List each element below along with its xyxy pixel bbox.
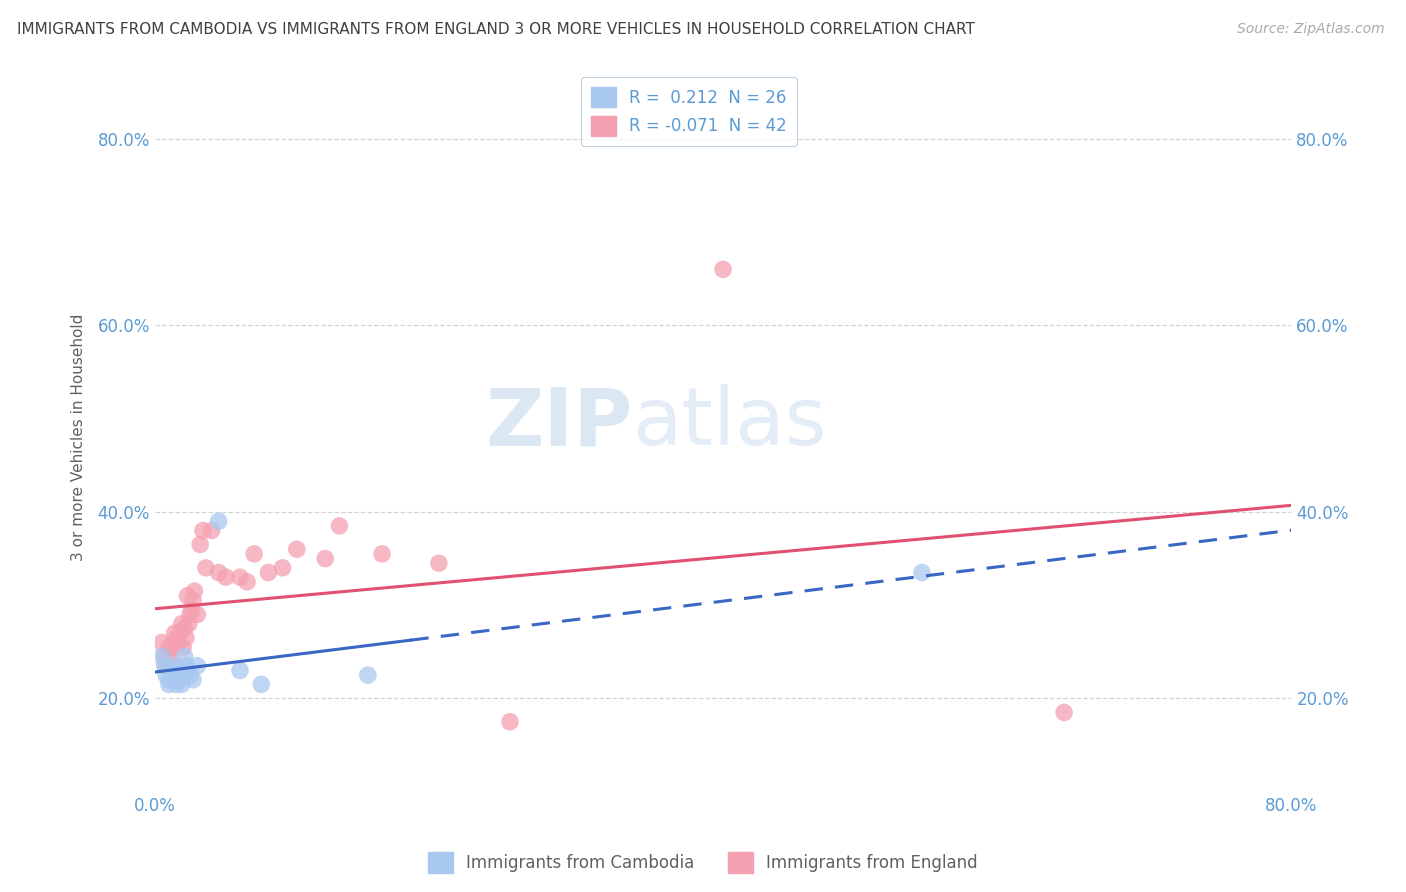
Point <box>167 668 190 682</box>
Point <box>191 524 214 538</box>
Point <box>177 616 200 631</box>
Point <box>163 626 186 640</box>
Point <box>157 645 180 659</box>
Point <box>271 561 294 575</box>
Point <box>179 607 201 622</box>
Point <box>174 631 197 645</box>
Point <box>499 714 522 729</box>
Legend: Immigrants from Cambodia, Immigrants from England: Immigrants from Cambodia, Immigrants fro… <box>422 846 984 880</box>
Text: Source: ZipAtlas.com: Source: ZipAtlas.com <box>1237 22 1385 37</box>
Point <box>155 658 177 673</box>
Point <box>150 635 173 649</box>
Text: atlas: atlas <box>633 384 827 462</box>
Point <box>243 547 266 561</box>
Text: IMMIGRANTS FROM CAMBODIA VS IMMIGRANTS FROM ENGLAND 3 OR MORE VEHICLES IN HOUSEH: IMMIGRANTS FROM CAMBODIA VS IMMIGRANTS F… <box>17 22 974 37</box>
Point <box>150 649 173 664</box>
Point <box>153 649 176 664</box>
Y-axis label: 3 or more Vehicles in Household: 3 or more Vehicles in Household <box>72 314 86 561</box>
Point <box>285 542 308 557</box>
Point <box>181 593 204 607</box>
Point <box>174 658 197 673</box>
Point <box>162 635 184 649</box>
Point <box>163 668 186 682</box>
Point <box>314 551 336 566</box>
Point <box>166 664 188 678</box>
Point <box>165 673 187 687</box>
Point <box>157 677 180 691</box>
Point <box>172 668 194 682</box>
Point <box>172 640 194 654</box>
Point <box>169 673 191 687</box>
Point <box>208 514 231 528</box>
Point <box>173 622 195 636</box>
Point <box>1053 706 1076 720</box>
Point <box>155 668 177 682</box>
Point <box>170 677 193 691</box>
Point <box>250 677 273 691</box>
Point <box>157 640 180 654</box>
Point <box>160 658 183 673</box>
Point <box>215 570 238 584</box>
Point <box>176 589 198 603</box>
Point <box>180 603 202 617</box>
Point <box>170 616 193 631</box>
Point <box>188 537 211 551</box>
Point <box>183 584 205 599</box>
Point <box>181 673 204 687</box>
Point <box>166 631 188 645</box>
Legend: R =  0.212  N = 26, R = -0.071  N = 42: R = 0.212 N = 26, R = -0.071 N = 42 <box>581 77 797 146</box>
Point <box>357 668 380 682</box>
Point <box>427 556 450 570</box>
Point <box>257 566 280 580</box>
Point <box>169 626 191 640</box>
Text: ZIP: ZIP <box>485 384 633 462</box>
Point <box>153 658 176 673</box>
Point <box>179 668 201 682</box>
Point <box>194 561 217 575</box>
Point <box>200 524 222 538</box>
Point <box>229 570 252 584</box>
Point <box>208 566 231 580</box>
Point <box>371 547 394 561</box>
Point <box>160 654 183 668</box>
Point <box>236 574 259 589</box>
Point <box>176 664 198 678</box>
Point <box>186 607 208 622</box>
Point <box>157 673 180 687</box>
Point <box>162 664 184 678</box>
Point <box>165 640 187 654</box>
Point <box>911 566 934 580</box>
Point <box>173 649 195 664</box>
Point <box>167 635 190 649</box>
Point <box>711 262 734 277</box>
Point <box>165 677 187 691</box>
Point <box>328 519 350 533</box>
Point <box>229 664 252 678</box>
Point <box>186 658 208 673</box>
